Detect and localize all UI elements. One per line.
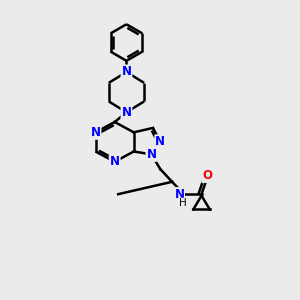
Text: N: N <box>155 135 165 148</box>
Text: H: H <box>178 198 186 208</box>
Text: N: N <box>146 148 157 161</box>
Text: N: N <box>122 65 131 79</box>
Text: N: N <box>91 126 100 139</box>
Text: O: O <box>202 169 212 182</box>
Text: N: N <box>110 155 120 168</box>
Text: N: N <box>174 188 184 201</box>
Text: N: N <box>122 106 131 119</box>
